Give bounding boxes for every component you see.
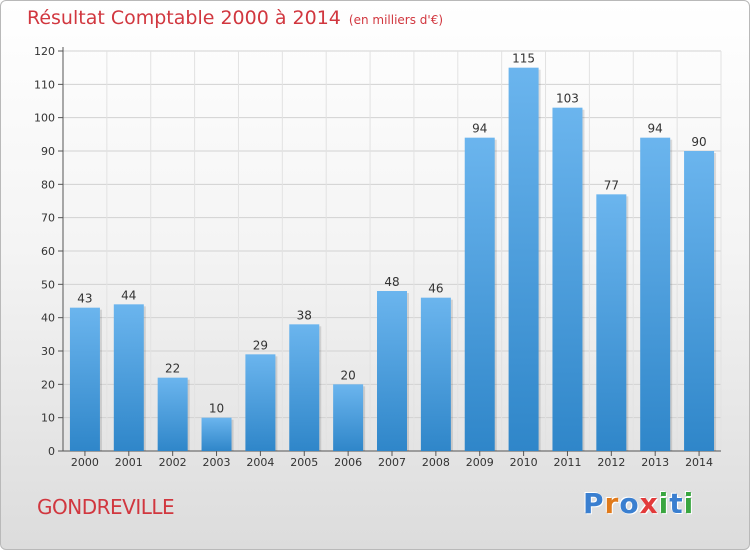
data-label: 46 (428, 282, 443, 296)
y-tick-label: 110 (34, 78, 55, 91)
x-tick-label: 2013 (641, 456, 669, 469)
x-tick-label: 2006 (334, 456, 362, 469)
chart-unit: (en milliers d'€) (348, 13, 444, 27)
data-label: 20 (340, 368, 355, 382)
y-tick-label: 20 (41, 378, 55, 391)
x-tick-label: 2000 (71, 456, 99, 469)
bar (508, 67, 539, 452)
y-tick-label: 60 (41, 245, 55, 258)
y-tick-label: 30 (41, 345, 55, 358)
bar (245, 354, 276, 451)
y-tick-label: 90 (41, 145, 55, 158)
bar (420, 297, 451, 451)
logo-letter: P (583, 487, 605, 520)
y-tick-label: 100 (34, 112, 55, 125)
x-tick-label: 2014 (685, 456, 713, 469)
y-tick-label: 80 (41, 178, 55, 191)
bar (333, 384, 364, 451)
data-label: 44 (121, 288, 136, 302)
y-tick-label: 70 (41, 212, 55, 225)
data-label: 38 (297, 308, 312, 322)
data-label: 43 (77, 292, 92, 306)
chart-title: Résultat Comptable 2000 à 2014 (en millie… (27, 7, 443, 29)
logo-letter: i (658, 487, 670, 520)
logo-letter: x (639, 487, 659, 520)
bar (157, 377, 188, 451)
x-tick-label: 2004 (246, 456, 274, 469)
logo-letter: t (669, 487, 684, 520)
data-labels: 43 44 22 10 29 38 20 48 46 94 115 103 77 94 90 (77, 52, 706, 416)
commune-name: GONDREVILLE (37, 495, 175, 519)
bar (113, 304, 144, 451)
x-tick-label: 2009 (466, 456, 494, 469)
data-label: 94 (648, 122, 663, 136)
x-tick-label: 2003 (203, 456, 231, 469)
x-tick-label: 2010 (510, 456, 538, 469)
y-tick-label: 120 (34, 45, 55, 58)
bar (289, 324, 320, 451)
data-label: 10 (209, 402, 224, 416)
chart-title-text: Résultat Comptable 2000 à 2014 (27, 7, 341, 29)
x-tick-label: 2007 (378, 456, 406, 469)
bar (640, 137, 671, 451)
proxiti-logo: Proxiti (583, 487, 694, 520)
axes: 0 10 20 30 40 50 60 70 80 90 100 110 120 2000 2001 2002… (34, 45, 721, 469)
x-tick-label: 2008 (422, 456, 450, 469)
y-tick-label: 50 (41, 278, 55, 291)
y-tick-label: 40 (41, 312, 55, 325)
x-tick-label: 2001 (115, 456, 143, 469)
data-label: 115 (512, 52, 535, 66)
data-label: 77 (604, 178, 619, 192)
bar (552, 107, 583, 452)
logo-letter: o (619, 487, 640, 520)
x-tick-label: 2005 (290, 456, 318, 469)
data-label: 94 (472, 122, 487, 136)
data-label: 90 (691, 135, 706, 149)
y-tick-label: 0 (48, 445, 55, 458)
bar (201, 417, 232, 451)
data-label: 22 (165, 362, 180, 376)
x-tick-label: 2012 (597, 456, 625, 469)
bars (69, 67, 717, 452)
bar (596, 194, 627, 452)
x-tick-label: 2002 (159, 456, 187, 469)
data-label: 48 (384, 275, 399, 289)
bar (377, 291, 407, 451)
x-tick-label: 2011 (553, 456, 581, 469)
bar (684, 151, 715, 451)
bar (464, 137, 495, 451)
logo-letter: r (604, 487, 620, 520)
data-label: 103 (556, 92, 579, 106)
data-label: 29 (253, 338, 268, 352)
logo-letter: i (683, 487, 695, 520)
y-tick-label: 10 (41, 412, 55, 425)
bar (69, 307, 100, 451)
